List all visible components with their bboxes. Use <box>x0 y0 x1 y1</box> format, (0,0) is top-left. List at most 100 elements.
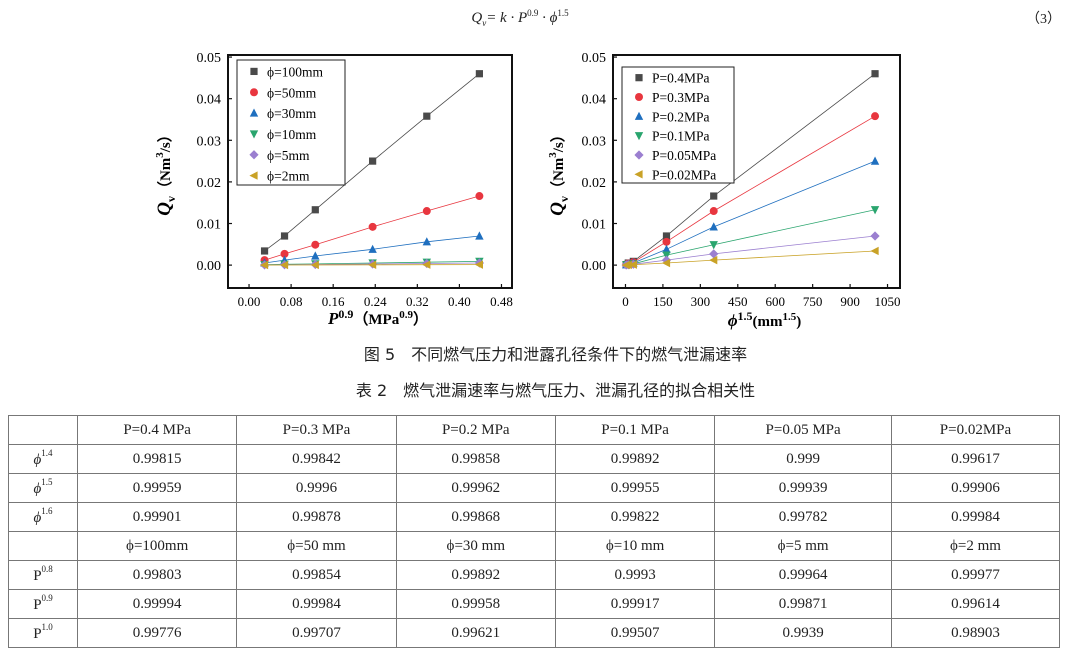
legend-box <box>621 66 735 184</box>
table-row: ϕ1.6 0.99901 0.99878 0.99868 0.99822 0.99782 0… <box>8 502 1061 532</box>
y-tick-label: 0.00 <box>582 259 607 274</box>
data-point <box>710 192 718 200</box>
legend-marker <box>249 108 259 117</box>
legend-label: ϕ=10mm <box>267 127 317 142</box>
table-cell: 0.99707 <box>236 618 397 648</box>
y-tick-label: 0.01 <box>197 218 222 233</box>
data-point <box>311 240 320 249</box>
legend-marker <box>634 132 644 141</box>
data-point <box>709 255 718 265</box>
x-tick-label: 0.08 <box>280 294 303 309</box>
legend: ϕ=100mm ϕ=50mm ϕ=30mm ϕ=10mm ϕ=5mm ϕ=2mm <box>236 59 346 186</box>
table-cell: 0.99621 <box>395 618 556 648</box>
legend-marker <box>249 130 259 139</box>
data-point <box>280 232 289 240</box>
column-header: P=0.1 MPa <box>554 415 716 445</box>
plot-frame <box>227 54 513 289</box>
row-label-exponent: 0.8 <box>41 563 53 574</box>
table-cell: 0.99854 <box>236 560 397 590</box>
table-cell: 0.99955 <box>554 473 716 503</box>
data-point <box>279 260 289 270</box>
legend-label: ϕ=30mm <box>267 106 317 121</box>
row-label-base: P <box>33 567 42 584</box>
data-point <box>870 206 880 215</box>
data-point <box>709 241 718 250</box>
table-cell: 0.99958 <box>395 589 556 619</box>
table-cell: 0.99815 <box>76 444 238 474</box>
data-point <box>661 255 672 265</box>
x-axis-label-part: (mm <box>753 314 783 330</box>
x-tick-label: 0.48 <box>490 294 513 309</box>
x-tick-label: 600 <box>765 294 785 309</box>
data-point <box>662 237 671 246</box>
series-4 <box>621 206 880 270</box>
data-point <box>368 244 377 253</box>
x-axis-label-part: 0.9 <box>338 307 353 321</box>
series-6 <box>621 246 879 270</box>
table-cell: 0.99906 <box>890 473 1061 503</box>
legend: P=0.4MPa P=0.3MPa P=0.2MPa P=0.1MPa P=0.05MP… <box>621 66 735 184</box>
data-point <box>422 260 431 269</box>
row-label-base: P <box>33 625 42 642</box>
fit-correlation-table: P=0.4 MPa P=0.3 MPa P=0.2 MPa P=0.1 MPa P=0.… <box>8 415 1061 648</box>
chart-2: 0 150 300 450 600 750 900 1050 0.00 0.01 0.02 0.03 0… <box>547 51 901 330</box>
legend-marker <box>250 67 258 76</box>
row-label: ϕ1.6 <box>8 502 78 532</box>
y-tick-label: 0.02 <box>582 176 607 191</box>
legend-label: P=0.02MPa <box>652 167 716 182</box>
figure-caption: 图 5 不同燃气压力和泄露孔径条件下的燃气泄漏速率 <box>363 345 748 364</box>
data-point <box>474 260 483 269</box>
data-point <box>628 260 637 269</box>
y-tick-label: 0.00 <box>197 259 222 274</box>
table-cell: 0.9993 <box>554 560 716 590</box>
x-axis-label-part: 1.5 <box>783 311 797 323</box>
table-cell: 0.99868 <box>395 502 556 532</box>
x-axis-label-part: P <box>327 309 339 328</box>
column-header: ϕ=2 mm <box>890 531 1061 561</box>
table-row: ϕ1.4 0.99815 0.99842 0.99858 0.99892 0.999 0.9… <box>8 444 1061 474</box>
column-header: ϕ=100mm <box>76 531 238 561</box>
x-tick-label: 150 <box>653 294 673 309</box>
data-point <box>623 260 632 270</box>
x-axis-label: P0.9（MPa0.9） <box>327 307 428 328</box>
row-label-exponent: 0.9 <box>41 592 53 603</box>
y-axis-label-part: （Nm <box>549 157 567 196</box>
data-point <box>662 232 671 240</box>
row-label-base: ϕ <box>33 509 42 526</box>
x-tick-label: 0.16 <box>322 294 345 309</box>
table-cell: 0.99984 <box>236 589 397 619</box>
table-cell: 0.99614 <box>890 589 1061 619</box>
table-cell: 0.99962 <box>395 473 556 503</box>
legend-marker <box>249 150 259 160</box>
table-cell: 0.9996 <box>236 473 397 503</box>
series-6 <box>259 260 483 270</box>
legend-label: P=0.3MPa <box>652 90 710 105</box>
column-header: ϕ=5 mm <box>714 531 892 561</box>
y-tick-label: 0.05 <box>197 51 222 66</box>
table-cell: 0.99782 <box>714 502 892 532</box>
table-cell: 0.99964 <box>714 560 892 590</box>
y-axis-label-part: /s） <box>156 127 174 153</box>
formula-phi-exp: 1.5 <box>557 8 569 18</box>
table-cell: 0.99994 <box>76 589 238 619</box>
table-row: P0.9 0.99994 0.99984 0.99958 0.99917 0.99871 0… <box>8 589 1061 619</box>
table-cell: 0.999 <box>714 444 892 474</box>
table-cell: 0.99892 <box>395 560 556 590</box>
x-axis-label: ϕ1.5(mm1.5) <box>728 309 802 330</box>
table-row: P1.0 0.99776 0.99707 0.99621 0.99507 0.9939 0.… <box>8 618 1061 648</box>
legend-label: P=0.4MPa <box>652 71 710 86</box>
x-tick-label: 0.32 <box>406 294 429 309</box>
y-tick-label: 0.04 <box>582 93 607 108</box>
y-axis-label-part: /s） <box>549 127 567 153</box>
formula-phi: · ϕ <box>538 10 558 26</box>
table-cell: 0.99507 <box>554 618 716 648</box>
legend-box <box>236 59 346 186</box>
legend-marker <box>635 93 643 101</box>
column-header: ϕ=50 mm <box>236 531 397 561</box>
y-tick-label: 0.02 <box>197 176 222 191</box>
data-point <box>662 244 671 253</box>
row-label-exponent: 1.4 <box>41 447 53 458</box>
chart-1: 0.00 0.08 0.16 0.24 0.32 0.40 0.48 0.00 0.01 0.02… <box>154 51 513 328</box>
row-label-exponent: 1.6 <box>41 505 53 516</box>
column-header: P=0.02MPa <box>890 415 1061 445</box>
